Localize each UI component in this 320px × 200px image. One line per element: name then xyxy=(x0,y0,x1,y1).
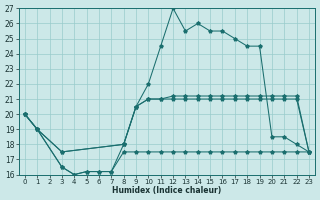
X-axis label: Humidex (Indice chaleur): Humidex (Indice chaleur) xyxy=(112,186,221,195)
